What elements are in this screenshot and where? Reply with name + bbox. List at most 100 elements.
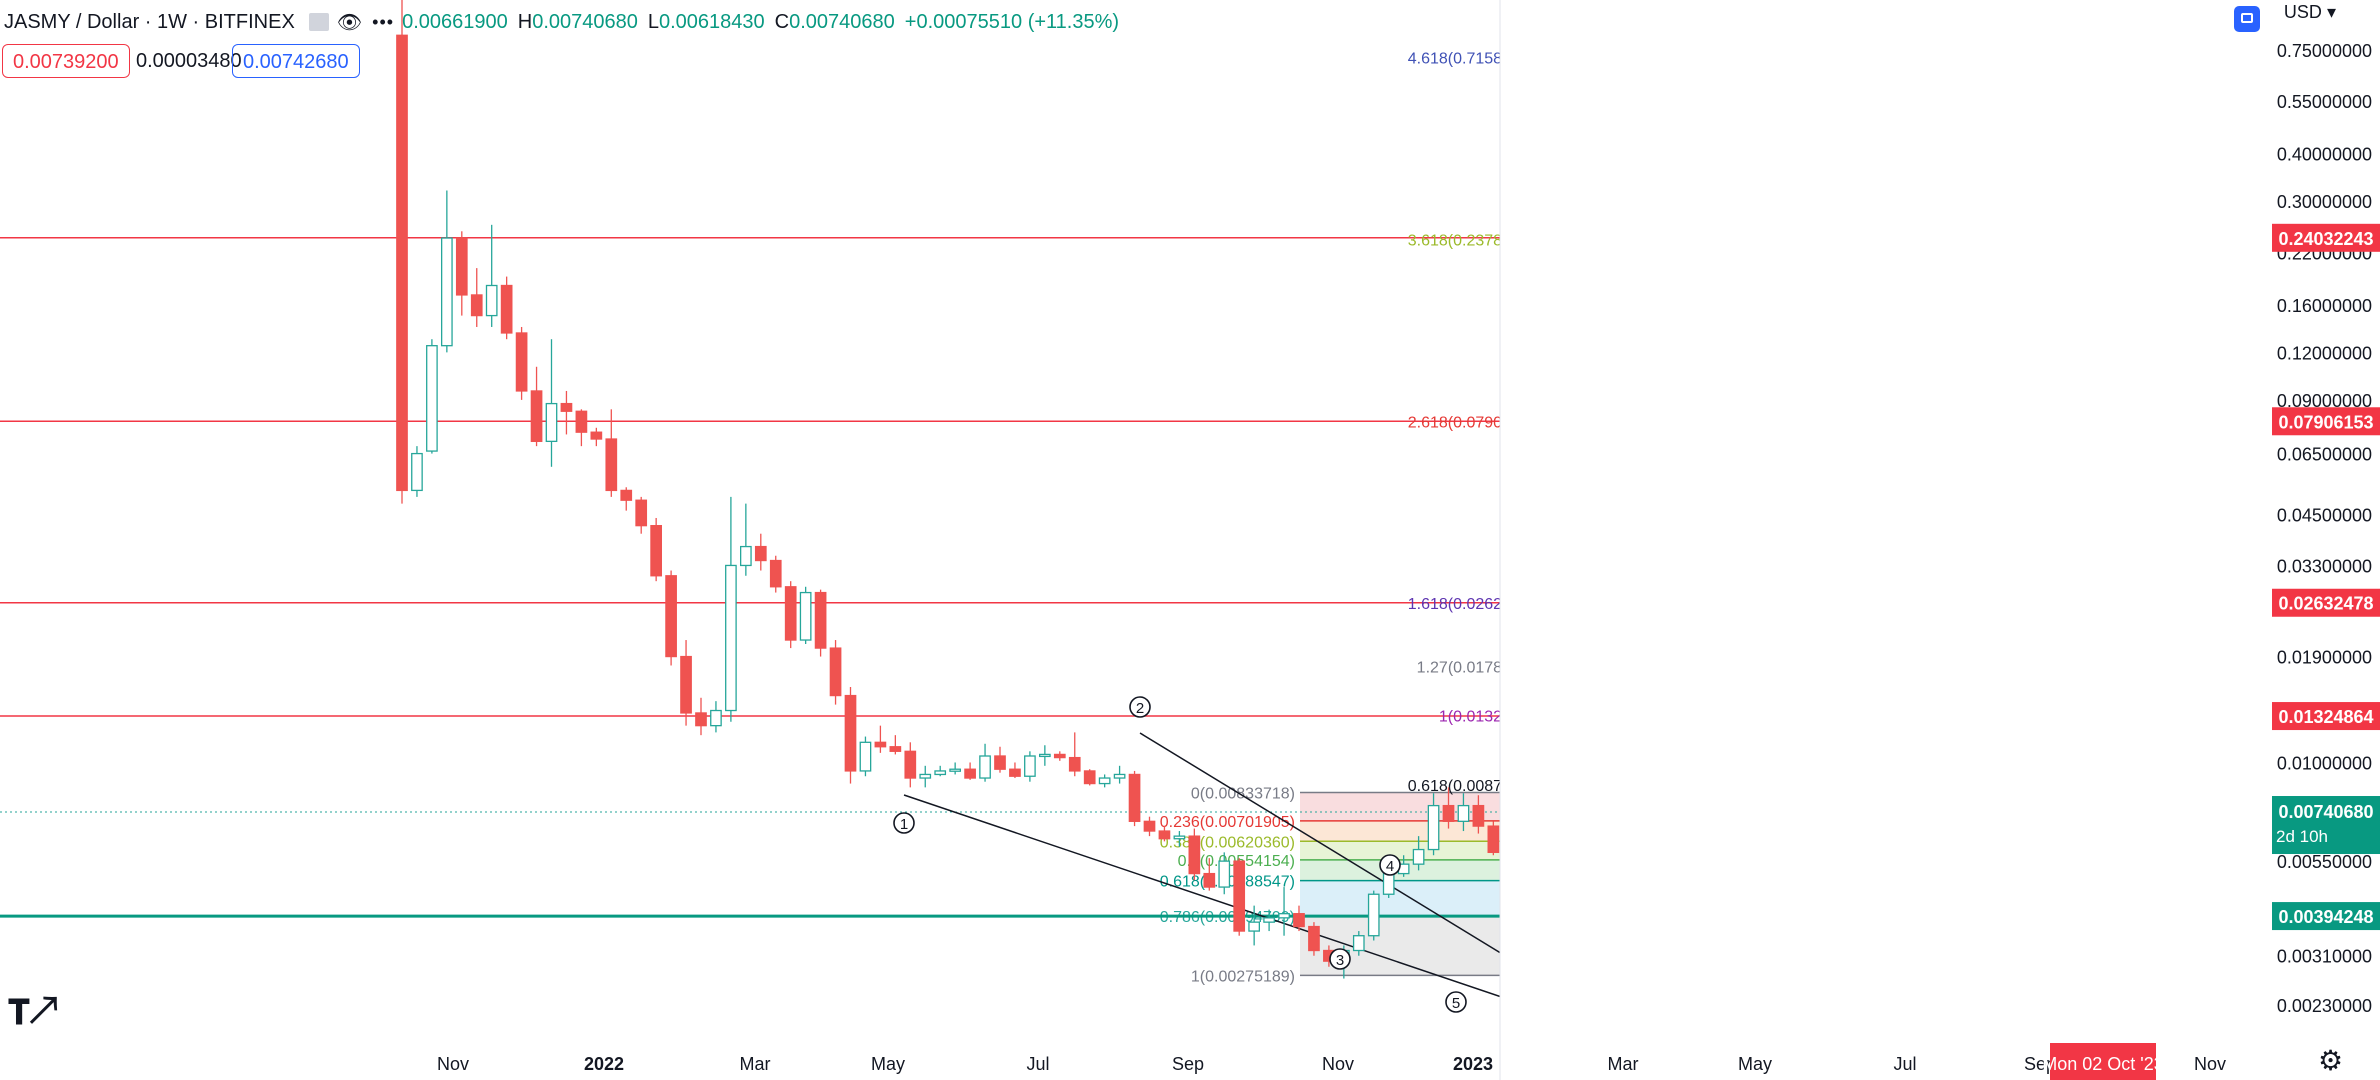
candle-body: [1248, 921, 1260, 932]
x-tick-label: 2022: [584, 1054, 624, 1074]
candle-body: [485, 284, 498, 317]
y-tick-label: 0.30000000: [2277, 192, 2372, 212]
y-tick-label: 0.06500000: [2277, 445, 2372, 465]
x-tick-label: Nov: [437, 1054, 469, 1074]
legend-change: +0.00075510 (+11.35%): [904, 10, 1120, 33]
y-tick-label: 0.55000000: [2277, 92, 2372, 112]
x-tick-label: May: [871, 1054, 905, 1074]
y-tick-label: 0.00310000: [2277, 947, 2372, 967]
candle-body: [1098, 777, 1111, 785]
candle-body: [396, 34, 408, 492]
candle-body: [590, 431, 603, 440]
price-axis: [1500, 0, 2380, 1080]
candle-body: [1382, 872, 1395, 895]
wave-label: 2: [1136, 700, 1144, 717]
price-tag: [2272, 702, 2380, 731]
candle-body: [1053, 753, 1066, 759]
x-tick-label: Mar: [1608, 1054, 1639, 1074]
x-tick-label: Sep: [1172, 1054, 1204, 1074]
candle-body: [1173, 835, 1186, 840]
y-tick-label: 0.09000000: [2277, 391, 2372, 411]
x-tick-label: Nov: [1322, 1054, 1354, 1074]
wave-label-circle: [1129, 696, 1151, 718]
candle-body: [844, 694, 857, 772]
candle-body: [889, 746, 902, 752]
x-tick-label: Mar: [740, 1054, 771, 1074]
candle-body: [635, 499, 648, 527]
price-tag-label: 0.02632478: [2278, 594, 2373, 614]
currency-label: USD: [2283, 2, 2322, 22]
x-tick-label: May: [1738, 1054, 1772, 1074]
candle-body: [904, 750, 917, 779]
candle-body: [1367, 893, 1380, 937]
wave-label: 1: [900, 816, 908, 833]
candle-body: [1188, 835, 1201, 875]
y-tick-label: 0.01900000: [2277, 648, 2372, 668]
wave-label-circle: [1379, 854, 1401, 876]
price-tag: [2272, 902, 2380, 931]
fib-retracement-label: 1(0.00275189): [1191, 968, 1295, 985]
wedge-upper-trendline: [1139, 732, 1541, 978]
price-tag: [2272, 223, 2380, 252]
candle-body: [710, 709, 722, 727]
candle-body: [665, 575, 677, 658]
currency-icon[interactable]: [2234, 6, 2260, 32]
candle-body: [605, 438, 618, 492]
crosshair-date-label: Mon 02 Oct '23: [2042, 1054, 2164, 1074]
candle-body: [799, 591, 812, 641]
candle-body: [515, 332, 528, 392]
candle-body: [769, 559, 782, 588]
candle-body: [1412, 848, 1425, 865]
candle-body: [575, 410, 588, 433]
fib-retracement-label: 0(0.00833718): [1191, 785, 1295, 802]
x-tick-label: Nov: [2194, 1054, 2226, 1074]
y-tick-label: 0.12000000: [2277, 343, 2372, 363]
chevron-down-icon: ▾: [2326, 2, 2336, 22]
candle-body: [754, 545, 767, 562]
candle-body: [470, 294, 483, 317]
candle-body: [964, 768, 976, 779]
legend-open: 0.00661900: [402, 10, 508, 33]
candle-body: [1143, 820, 1156, 832]
candle-body: [1218, 860, 1231, 888]
wave-label: 5: [1452, 995, 1460, 1012]
wedge-lower-trendline: [903, 794, 1541, 1011]
candle-body: [814, 591, 827, 649]
currency-selector[interactable]: USD ▾: [2284, 2, 2336, 23]
candle-body: [426, 345, 438, 452]
y-tick-label: 0.00230000: [2277, 996, 2372, 1016]
candle-body: [1039, 753, 1051, 758]
x-tick-label: 2023: [1453, 1054, 1493, 1074]
candle-body: [874, 741, 887, 748]
y-tick-label: 0.03300000: [2277, 556, 2372, 576]
crosshair-date-tag: [2050, 1043, 2156, 1080]
y-tick-label: 0.40000000: [2277, 145, 2372, 165]
wave-label-circle: [1329, 948, 1351, 970]
price-tag-label: 0.00394248: [2278, 907, 2373, 927]
candle-body: [545, 402, 558, 443]
symbol-title[interactable]: JASMY / Dollar · 1W · BITFINEX: [4, 10, 295, 33]
candle-body: [784, 586, 797, 641]
bid-price[interactable]: 0.00739200: [2, 44, 130, 78]
x-tick-label: Jul: [1893, 1054, 1916, 1074]
fib-retracement-label: 0.236(0.00701905): [1160, 814, 1295, 831]
candle-body: [1293, 913, 1305, 928]
legend-low-label: L: [647, 10, 659, 33]
eye-icon[interactable]: 👁: [336, 11, 363, 34]
ask-price[interactable]: 0.00742680: [232, 44, 360, 78]
candle-body: [919, 773, 932, 779]
price-tag: [2272, 588, 2380, 617]
more-icon[interactable]: •••: [372, 11, 395, 32]
legend-close: 0.00740680: [789, 10, 895, 33]
candle-body: [1128, 773, 1141, 822]
candle-body: [1233, 860, 1246, 932]
candle-body: [829, 647, 842, 697]
tradingview-logo-icon[interactable]: 𝐓↗: [8, 994, 58, 1032]
candle-body: [949, 768, 962, 772]
candle-body: [934, 770, 947, 776]
gear-icon[interactable]: ⚙: [2318, 1045, 2344, 1076]
candle-body: [680, 655, 692, 714]
candle-body: [979, 755, 991, 779]
candle-body: [1278, 913, 1290, 919]
